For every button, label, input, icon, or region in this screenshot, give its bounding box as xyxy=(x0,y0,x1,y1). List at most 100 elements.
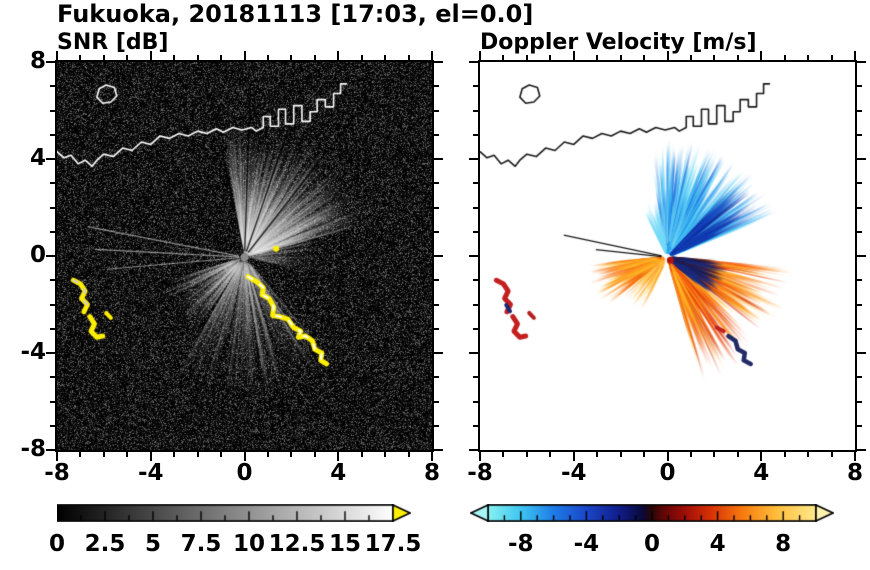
axis-tick xyxy=(643,452,646,457)
axis-tick xyxy=(473,424,478,427)
colorbar-tick-label: 0 xyxy=(643,531,660,557)
axis-tick xyxy=(243,452,246,461)
x-tick-label: -4 xyxy=(560,460,587,486)
axis-tick xyxy=(434,376,439,379)
colorbar-tick-label: 5 xyxy=(144,531,161,557)
axis-tick xyxy=(469,61,478,63)
velocity-panel-title: Doppler Velocity [m/s] xyxy=(480,30,757,55)
axis-tick xyxy=(434,303,439,306)
axis-tick xyxy=(434,61,443,63)
y-tick-label: 4 xyxy=(29,145,46,171)
axis-tick xyxy=(619,55,622,60)
snr-plot-frame xyxy=(55,60,434,452)
axis-tick xyxy=(572,51,575,60)
axis-tick xyxy=(102,452,105,457)
axis-tick xyxy=(469,255,478,257)
y-tick-label: -4 xyxy=(20,339,46,365)
axis-tick xyxy=(469,449,478,451)
x-tick-label: 0 xyxy=(659,460,676,486)
colorbar-tick-label: 10 xyxy=(232,531,265,557)
axis-tick xyxy=(857,303,862,306)
axis-tick xyxy=(50,303,55,306)
velocity-plot-frame xyxy=(478,60,857,452)
axis-tick xyxy=(549,55,552,60)
y-tick-label: 8 xyxy=(29,48,46,74)
axis-tick xyxy=(434,133,439,136)
axis-tick xyxy=(854,51,856,60)
axis-tick xyxy=(266,452,269,457)
axis-tick xyxy=(46,255,55,257)
axis-tick xyxy=(50,424,55,427)
axis-tick xyxy=(243,51,246,60)
snr-colorbar xyxy=(57,504,411,522)
axis-tick xyxy=(50,327,55,330)
axis-tick xyxy=(434,85,439,88)
axis-tick xyxy=(56,452,58,461)
axis-tick xyxy=(830,452,833,457)
figure-title: Fukuoka, 20181113 [17:03, el=0.0] xyxy=(57,0,534,28)
axis-tick xyxy=(46,449,55,451)
axis-tick xyxy=(431,452,433,461)
colorbar-tick-label: 17.5 xyxy=(364,531,422,557)
axis-tick xyxy=(857,449,866,451)
axis-tick xyxy=(50,206,55,209)
axis-tick xyxy=(857,85,862,88)
axis-tick xyxy=(173,55,176,60)
axis-tick xyxy=(79,452,82,457)
axis-tick xyxy=(857,255,866,257)
axis-tick xyxy=(525,452,528,457)
axis-tick xyxy=(149,452,152,461)
axis-tick xyxy=(502,55,505,60)
axis-tick xyxy=(525,55,528,60)
axis-tick xyxy=(337,51,340,60)
axis-tick xyxy=(337,452,340,461)
x-tick-label: -8 xyxy=(467,460,493,486)
axis-tick xyxy=(473,133,478,136)
axis-tick xyxy=(857,133,862,136)
axis-tick xyxy=(434,279,439,282)
axis-tick xyxy=(434,158,443,160)
axis-tick xyxy=(502,452,505,457)
axis-tick xyxy=(431,51,433,60)
axis-tick xyxy=(50,279,55,282)
axis-tick xyxy=(807,452,810,457)
axis-tick xyxy=(313,452,316,457)
axis-tick xyxy=(196,55,199,60)
colorbar-tick-label: 0 xyxy=(48,531,65,557)
axis-tick xyxy=(434,327,439,330)
axis-tick xyxy=(857,352,866,354)
axis-tick xyxy=(596,55,599,60)
axis-tick xyxy=(50,133,55,136)
axis-tick xyxy=(473,303,478,306)
axis-tick xyxy=(666,51,669,60)
x-tick-label: 4 xyxy=(753,460,770,486)
axis-tick xyxy=(266,55,269,60)
axis-tick xyxy=(434,206,439,209)
axis-tick xyxy=(473,376,478,379)
axis-tick xyxy=(50,230,55,233)
y-tick-label: -8 xyxy=(20,436,46,462)
axis-tick xyxy=(126,55,129,60)
axis-tick xyxy=(572,452,575,461)
axis-tick xyxy=(434,182,439,185)
snr-panel-title: SNR [dB] xyxy=(57,30,169,55)
axis-tick xyxy=(173,452,176,457)
axis-tick xyxy=(384,55,387,60)
axis-tick xyxy=(857,109,862,112)
axis-tick xyxy=(473,327,478,330)
x-tick-label: 0 xyxy=(236,460,253,486)
axis-tick xyxy=(473,206,478,209)
axis-tick xyxy=(407,55,410,60)
axis-tick xyxy=(666,452,669,461)
x-tick-label: 8 xyxy=(423,460,440,486)
axis-tick xyxy=(854,452,856,461)
axis-tick xyxy=(384,452,387,457)
axis-tick xyxy=(50,109,55,112)
velocity-colorbar xyxy=(470,504,834,522)
colorbar-tick-label: 4 xyxy=(709,531,726,557)
x-tick-label: 4 xyxy=(330,460,347,486)
axis-tick xyxy=(473,109,478,112)
axis-tick xyxy=(434,109,439,112)
axis-tick xyxy=(479,452,481,461)
axis-tick xyxy=(857,61,866,63)
